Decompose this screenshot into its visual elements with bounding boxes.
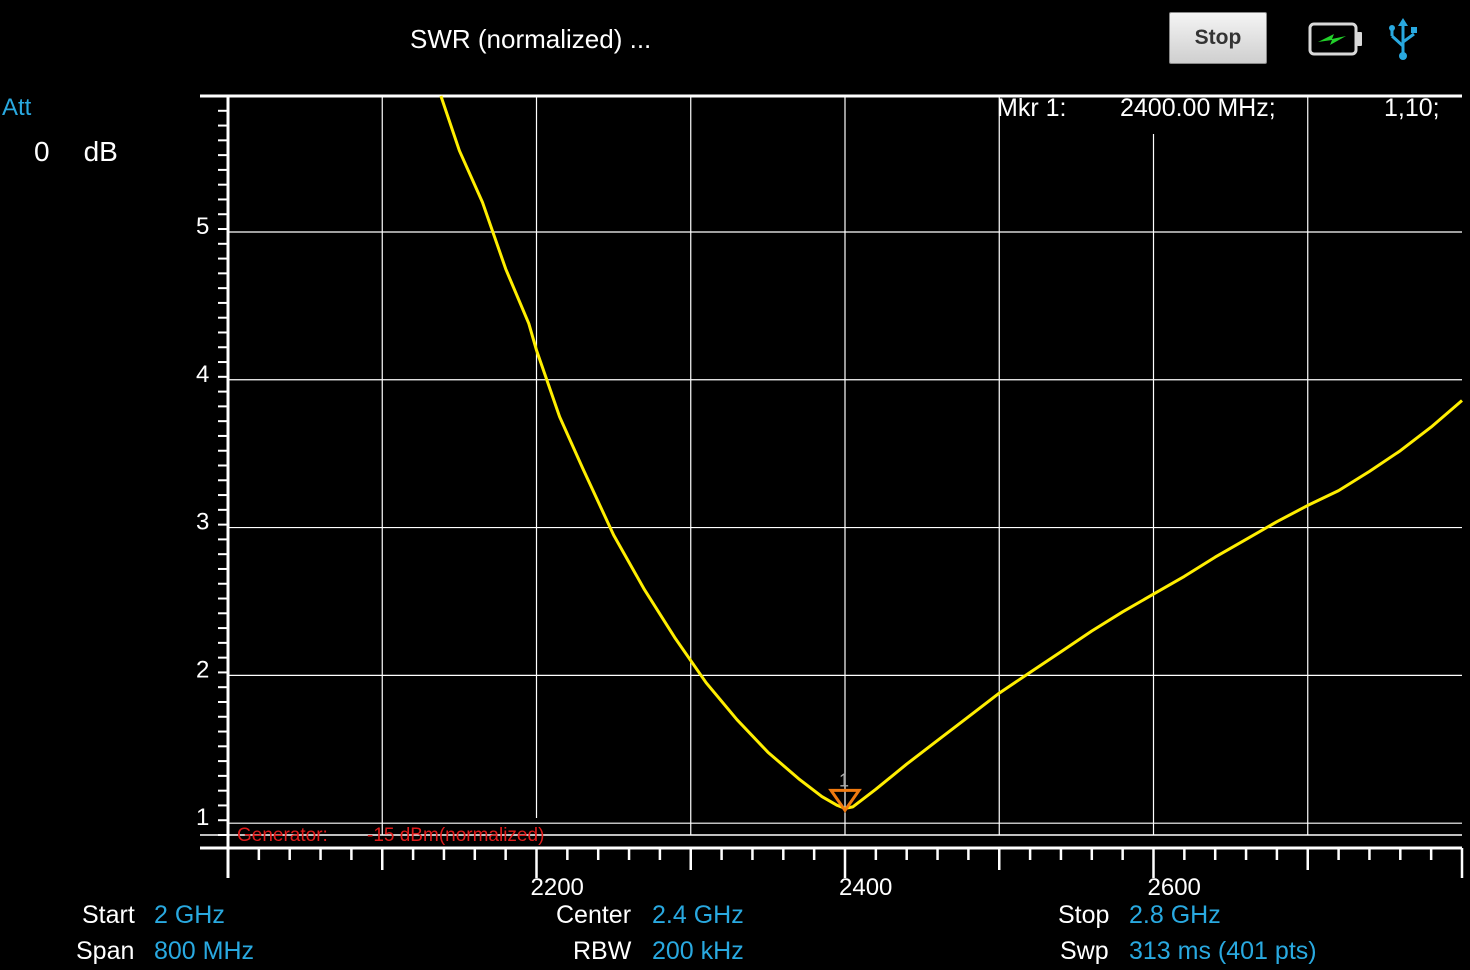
stop-freq-label: Stop [1058,901,1110,929]
y-tick-label: 5 [196,213,209,240]
generator-value: -15 dBm(normalized) [367,825,544,847]
y-tick-label: 4 [196,361,209,388]
y-tick-label: 1 [196,804,209,831]
center-value[interactable]: 2.4 GHz [652,901,744,929]
att-value-number: 0 [34,136,50,167]
marker-number: 1 [839,770,849,790]
rbw-label: RBW [573,937,632,965]
center-label: Center [556,901,632,929]
start-value[interactable]: 2 GHz [154,901,225,929]
rbw-value[interactable]: 200 kHz [652,937,744,965]
x-tick-label: 2400 [839,874,892,901]
x-tick-label: 2200 [531,874,584,901]
swp-label: Swp [1060,937,1109,965]
y-tick-label: 2 [196,656,209,683]
span-label: Span [76,937,135,965]
att-value-unit: dB [83,136,118,167]
generator-note: (normalized) [438,825,545,846]
generator-level: -15 dBm [367,825,439,846]
marker-label: Mkr 1: [997,94,1067,122]
marker-frequency: 2400.00 MHz; [1120,94,1276,122]
start-label: Start [82,901,135,929]
stop-freq-value[interactable]: 2.8 GHz [1129,901,1221,929]
att-label: Att [2,94,32,121]
usb-icon [1386,16,1420,67]
battery-charging-icon [1308,22,1364,61]
stop-button[interactable]: Stop [1169,12,1267,64]
swp-value[interactable]: 313 ms (401 pts) [1129,937,1317,965]
marker-triangle-icon [828,788,862,814]
span-value[interactable]: 800 MHz [154,937,255,965]
x-tick-label: 2600 [1148,874,1201,901]
generator-label: Generator: [237,825,328,846]
page-title: SWR (normalized) ... [410,24,652,54]
marker-value: 1,10; [1384,94,1440,122]
att-value: 0 dB [34,136,118,168]
swr-trace [439,95,1463,810]
y-tick-label: 3 [196,509,209,536]
